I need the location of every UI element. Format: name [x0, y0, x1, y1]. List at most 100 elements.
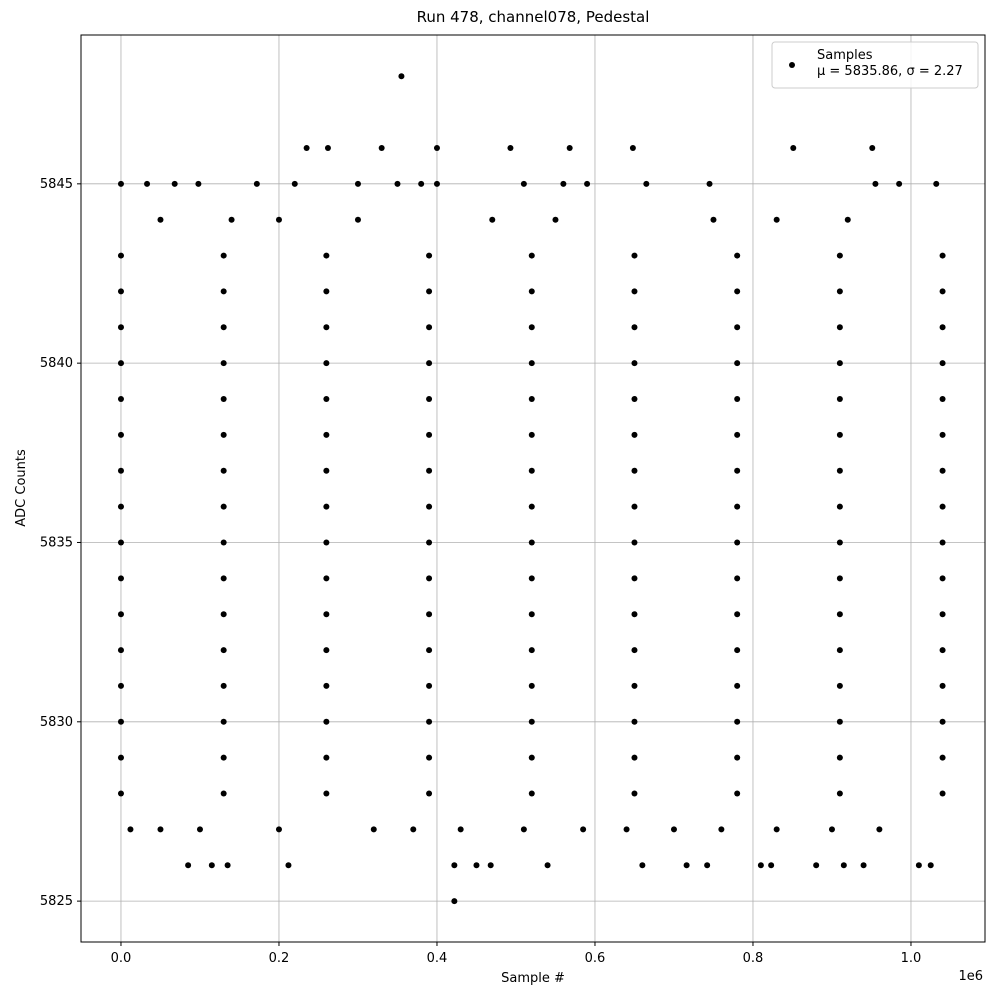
data-point — [836, 396, 843, 403]
data-point — [426, 431, 433, 438]
data-point — [220, 324, 227, 331]
data-point — [836, 539, 843, 546]
data-point — [220, 790, 227, 797]
data-point — [220, 718, 227, 725]
data-point — [773, 826, 780, 833]
data-point — [528, 790, 535, 797]
data-point — [426, 790, 433, 797]
data-point — [939, 360, 946, 367]
data-point — [544, 862, 551, 869]
data-point — [418, 180, 425, 187]
data-point — [939, 396, 946, 403]
data-point — [528, 324, 535, 331]
data-point — [520, 826, 527, 833]
data-point — [718, 826, 725, 833]
legend-box — [771, 41, 979, 89]
data-point — [629, 144, 636, 151]
data-point — [220, 252, 227, 259]
data-point — [734, 503, 741, 510]
data-point — [185, 862, 192, 869]
data-point — [457, 826, 464, 833]
data-point — [528, 396, 535, 403]
data-point — [196, 826, 203, 833]
data-point — [117, 503, 124, 510]
data-point — [426, 754, 433, 761]
data-point — [631, 790, 638, 797]
data-point — [939, 754, 946, 761]
data-point — [939, 790, 946, 797]
data-point — [939, 539, 946, 546]
data-point — [683, 862, 690, 869]
data-point — [323, 288, 330, 295]
data-point — [580, 826, 587, 833]
data-point — [631, 754, 638, 761]
data-point — [370, 826, 377, 833]
data-point — [734, 360, 741, 367]
data-point — [426, 611, 433, 618]
x-tick-label: 0.0 — [111, 951, 132, 966]
data-point — [734, 790, 741, 797]
data-point — [426, 396, 433, 403]
data-point — [426, 539, 433, 546]
data-point — [195, 180, 202, 187]
data-point — [896, 180, 903, 187]
y-tick-label: 5845 — [40, 177, 73, 192]
data-point — [323, 503, 330, 510]
data-point — [323, 611, 330, 618]
data-point — [639, 862, 646, 869]
data-point — [939, 252, 946, 259]
legend: Samples μ = 5835.86, σ = 2.27 — [771, 41, 979, 89]
data-point — [117, 324, 124, 331]
data-point — [844, 216, 851, 223]
data-point — [560, 180, 567, 187]
data-point — [939, 647, 946, 654]
data-point — [426, 324, 433, 331]
data-point — [433, 144, 440, 151]
data-point — [734, 539, 741, 546]
data-point — [790, 144, 797, 151]
data-point — [303, 144, 310, 151]
data-point — [631, 431, 638, 438]
data-point — [939, 288, 946, 295]
data-point — [323, 431, 330, 438]
data-point — [117, 718, 124, 725]
data-point — [451, 898, 458, 905]
data-point — [528, 575, 535, 582]
data-point — [220, 431, 227, 438]
data-point — [836, 288, 843, 295]
data-point — [117, 180, 124, 187]
data-point — [117, 790, 124, 797]
x-tick-label: 0.6 — [585, 951, 606, 966]
data-point — [734, 718, 741, 725]
data-point — [275, 826, 282, 833]
data-point — [528, 467, 535, 474]
data-point — [872, 180, 879, 187]
data-point — [410, 826, 417, 833]
y-tick-label: 5825 — [40, 894, 73, 909]
data-point — [220, 682, 227, 689]
data-point — [734, 682, 741, 689]
data-point — [528, 611, 535, 618]
data-point — [117, 575, 124, 582]
data-point — [552, 216, 559, 223]
data-point — [836, 503, 843, 510]
data-point — [631, 539, 638, 546]
data-point — [734, 754, 741, 761]
data-point — [487, 862, 494, 869]
x-tick-label: 0.4 — [427, 951, 448, 966]
data-point — [566, 144, 573, 151]
data-point — [323, 754, 330, 761]
legend-marker — [789, 62, 795, 68]
data-point — [117, 360, 124, 367]
data-point — [323, 647, 330, 654]
data-point — [840, 862, 847, 869]
data-point — [117, 647, 124, 654]
y-tick-label: 5830 — [40, 715, 73, 730]
data-point — [426, 647, 433, 654]
data-point — [220, 575, 227, 582]
data-point — [426, 575, 433, 582]
data-point — [157, 826, 164, 833]
data-point — [426, 360, 433, 367]
data-point — [939, 431, 946, 438]
data-point — [220, 754, 227, 761]
